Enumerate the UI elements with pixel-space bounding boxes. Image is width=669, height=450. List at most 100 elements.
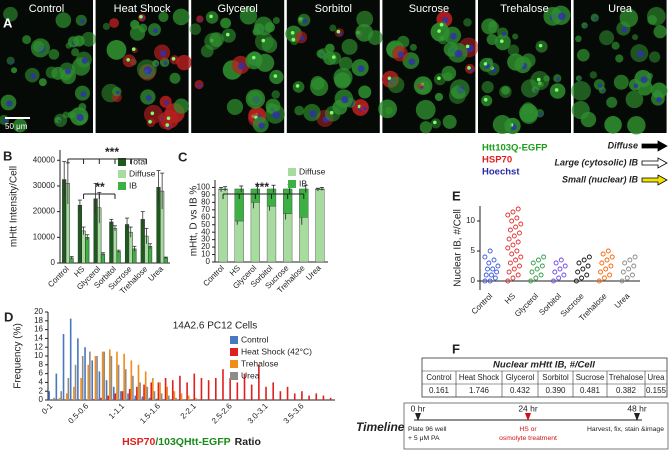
bar — [155, 398, 158, 400]
nucleus — [539, 112, 543, 116]
y-tick-label: 6 — [39, 369, 44, 378]
legend-swatch — [288, 168, 296, 176]
bar — [55, 373, 58, 400]
bar-segment — [250, 202, 260, 263]
cell — [200, 44, 214, 58]
inclusion — [290, 31, 295, 35]
bar — [60, 391, 62, 400]
table-cell: 0.382 — [616, 386, 637, 395]
data-point — [541, 254, 547, 260]
cell — [220, 17, 232, 29]
inclusion — [465, 44, 470, 49]
bar — [77, 204, 82, 264]
bar — [175, 397, 177, 400]
data-point — [605, 248, 611, 254]
nucleus — [601, 89, 605, 93]
data-point — [507, 260, 513, 266]
y-tick-label: 0 — [39, 395, 44, 404]
data-point — [581, 257, 587, 263]
cell — [11, 67, 18, 74]
bar-segment — [299, 217, 309, 263]
cell — [519, 103, 538, 123]
bar — [93, 399, 95, 400]
x-tick-label: 3.0-3.1 — [246, 401, 270, 425]
x-tick-label: Urea — [613, 291, 632, 310]
data-point — [598, 269, 603, 275]
legend-swatch — [230, 372, 238, 380]
stain-label: Htt103Q-EGFP — [482, 143, 548, 154]
bar-segment — [315, 189, 325, 263]
cell — [575, 35, 582, 43]
bar — [65, 393, 68, 400]
data-point — [585, 263, 591, 269]
x-tick-label: 0.5-0.6 — [66, 401, 90, 425]
nucleus — [80, 91, 87, 98]
nucleus — [115, 90, 120, 95]
image-title: Sucrose — [409, 3, 449, 15]
bar — [258, 364, 260, 400]
legend-swatch — [118, 158, 126, 166]
bar — [112, 386, 115, 400]
data-point — [515, 206, 521, 212]
data-point — [552, 269, 558, 275]
inclusion — [433, 120, 437, 125]
y-tick-label: 10 — [201, 250, 210, 259]
data-point — [603, 266, 609, 272]
table-header: Heat Shock — [459, 373, 499, 382]
legend-label: IB — [299, 178, 307, 188]
y-tick-label: 0 — [471, 276, 476, 285]
data-point — [535, 257, 541, 263]
nucleus — [633, 83, 639, 89]
panel-label: F — [452, 341, 460, 356]
bar — [80, 378, 82, 400]
cell — [109, 18, 120, 28]
inclusion — [483, 62, 488, 66]
inclusion — [150, 111, 155, 116]
cell — [415, 99, 436, 120]
inclusion — [209, 14, 213, 19]
nucleus — [159, 50, 167, 57]
marker-label: Diffuse — [608, 140, 638, 150]
legend-label: IB — [129, 180, 137, 190]
data-point — [513, 224, 519, 230]
nucleus — [556, 77, 560, 81]
bar — [81, 356, 84, 400]
nucleus — [420, 85, 424, 89]
data-point — [510, 275, 516, 281]
marker-arrow — [641, 140, 668, 152]
data-point — [573, 278, 579, 284]
legend-label: Total — [129, 156, 147, 166]
cell — [463, 18, 472, 27]
cell — [252, 27, 261, 36]
data-point — [507, 227, 513, 233]
inclusion — [291, 37, 296, 42]
bar — [103, 351, 106, 400]
y-tick-label: 100 — [197, 183, 211, 192]
bar-segment — [234, 188, 244, 222]
image-title: Control — [29, 3, 64, 15]
table-cell: 0.432 — [510, 386, 531, 395]
data-point — [538, 272, 544, 278]
timeline-note: Plate 96 well — [408, 426, 447, 433]
cell — [54, 116, 62, 124]
bar — [48, 391, 50, 400]
inclusion — [273, 74, 278, 78]
stain-label: Hoechst — [482, 167, 520, 178]
stain-label: HSP70 — [482, 155, 512, 166]
cell — [653, 25, 667, 39]
inclusion — [437, 29, 441, 33]
nucleus — [258, 122, 265, 129]
bar — [207, 380, 210, 400]
panel-label: D — [4, 309, 13, 324]
data-point — [631, 263, 637, 269]
cell — [318, 48, 330, 60]
cell — [38, 78, 47, 87]
inclusion — [437, 76, 441, 81]
bar-segment — [283, 188, 293, 214]
data-point — [514, 215, 520, 221]
inclusion — [336, 29, 341, 34]
timeline-note: HS or — [519, 426, 537, 433]
marker-arrow — [641, 174, 668, 186]
cell — [226, 98, 244, 116]
bar — [67, 378, 70, 400]
